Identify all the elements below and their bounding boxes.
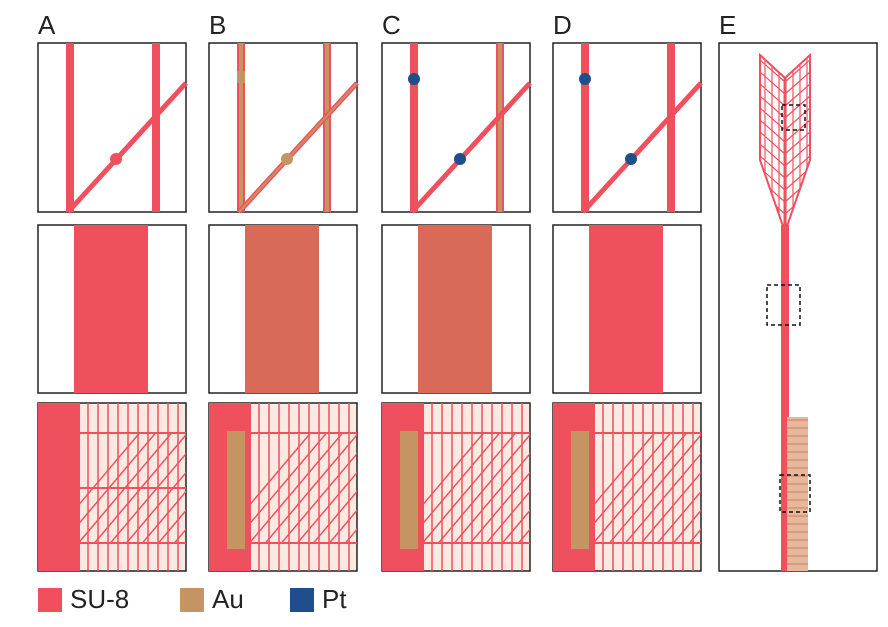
stripe: [66, 43, 74, 212]
contact: [579, 73, 591, 85]
layer: [418, 225, 492, 393]
legend-label: Au: [212, 584, 244, 614]
panel-label: C: [382, 10, 401, 40]
contact: [408, 73, 420, 85]
frame: [553, 43, 701, 212]
au-line: [325, 43, 329, 212]
frame: [209, 43, 357, 212]
contact: [454, 153, 466, 165]
legend-swatch: [38, 588, 62, 612]
panel-top: [382, 43, 530, 212]
frame: [382, 43, 530, 212]
panel-label: E: [719, 10, 736, 40]
au-pad: [571, 431, 589, 549]
legend-swatch: [290, 588, 314, 612]
contact: [625, 153, 637, 165]
panel-mid: [209, 225, 357, 393]
panel-mid: [382, 225, 530, 393]
contact: [281, 153, 293, 165]
panel-label: A: [38, 10, 56, 40]
layer: [74, 225, 148, 393]
su8-block: [38, 403, 80, 571]
contact: [110, 153, 122, 165]
au-pad: [237, 71, 245, 83]
frame: [38, 43, 186, 212]
stripe: [581, 43, 589, 212]
panel-top: [38, 43, 186, 212]
panel-mid: [38, 225, 186, 393]
au-pad: [400, 431, 418, 549]
layer: [589, 225, 663, 393]
legend-label: Pt: [322, 584, 347, 614]
au-line: [239, 43, 243, 212]
legend-swatch: [180, 588, 204, 612]
layer: [245, 225, 319, 393]
figure: A B C D E SU-8 Au Pt: [0, 0, 888, 627]
panel-mid: [553, 225, 701, 393]
panel-top: [209, 43, 357, 212]
panel-e: [719, 43, 877, 571]
stripe: [152, 43, 160, 212]
stripe: [667, 43, 675, 212]
panel-label: B: [209, 10, 226, 40]
legend-label: SU-8: [70, 584, 129, 614]
panel-label: D: [553, 10, 572, 40]
au-line: [498, 43, 502, 212]
panel-top: [553, 43, 701, 212]
stripe: [410, 43, 418, 212]
au-pad: [227, 431, 245, 549]
